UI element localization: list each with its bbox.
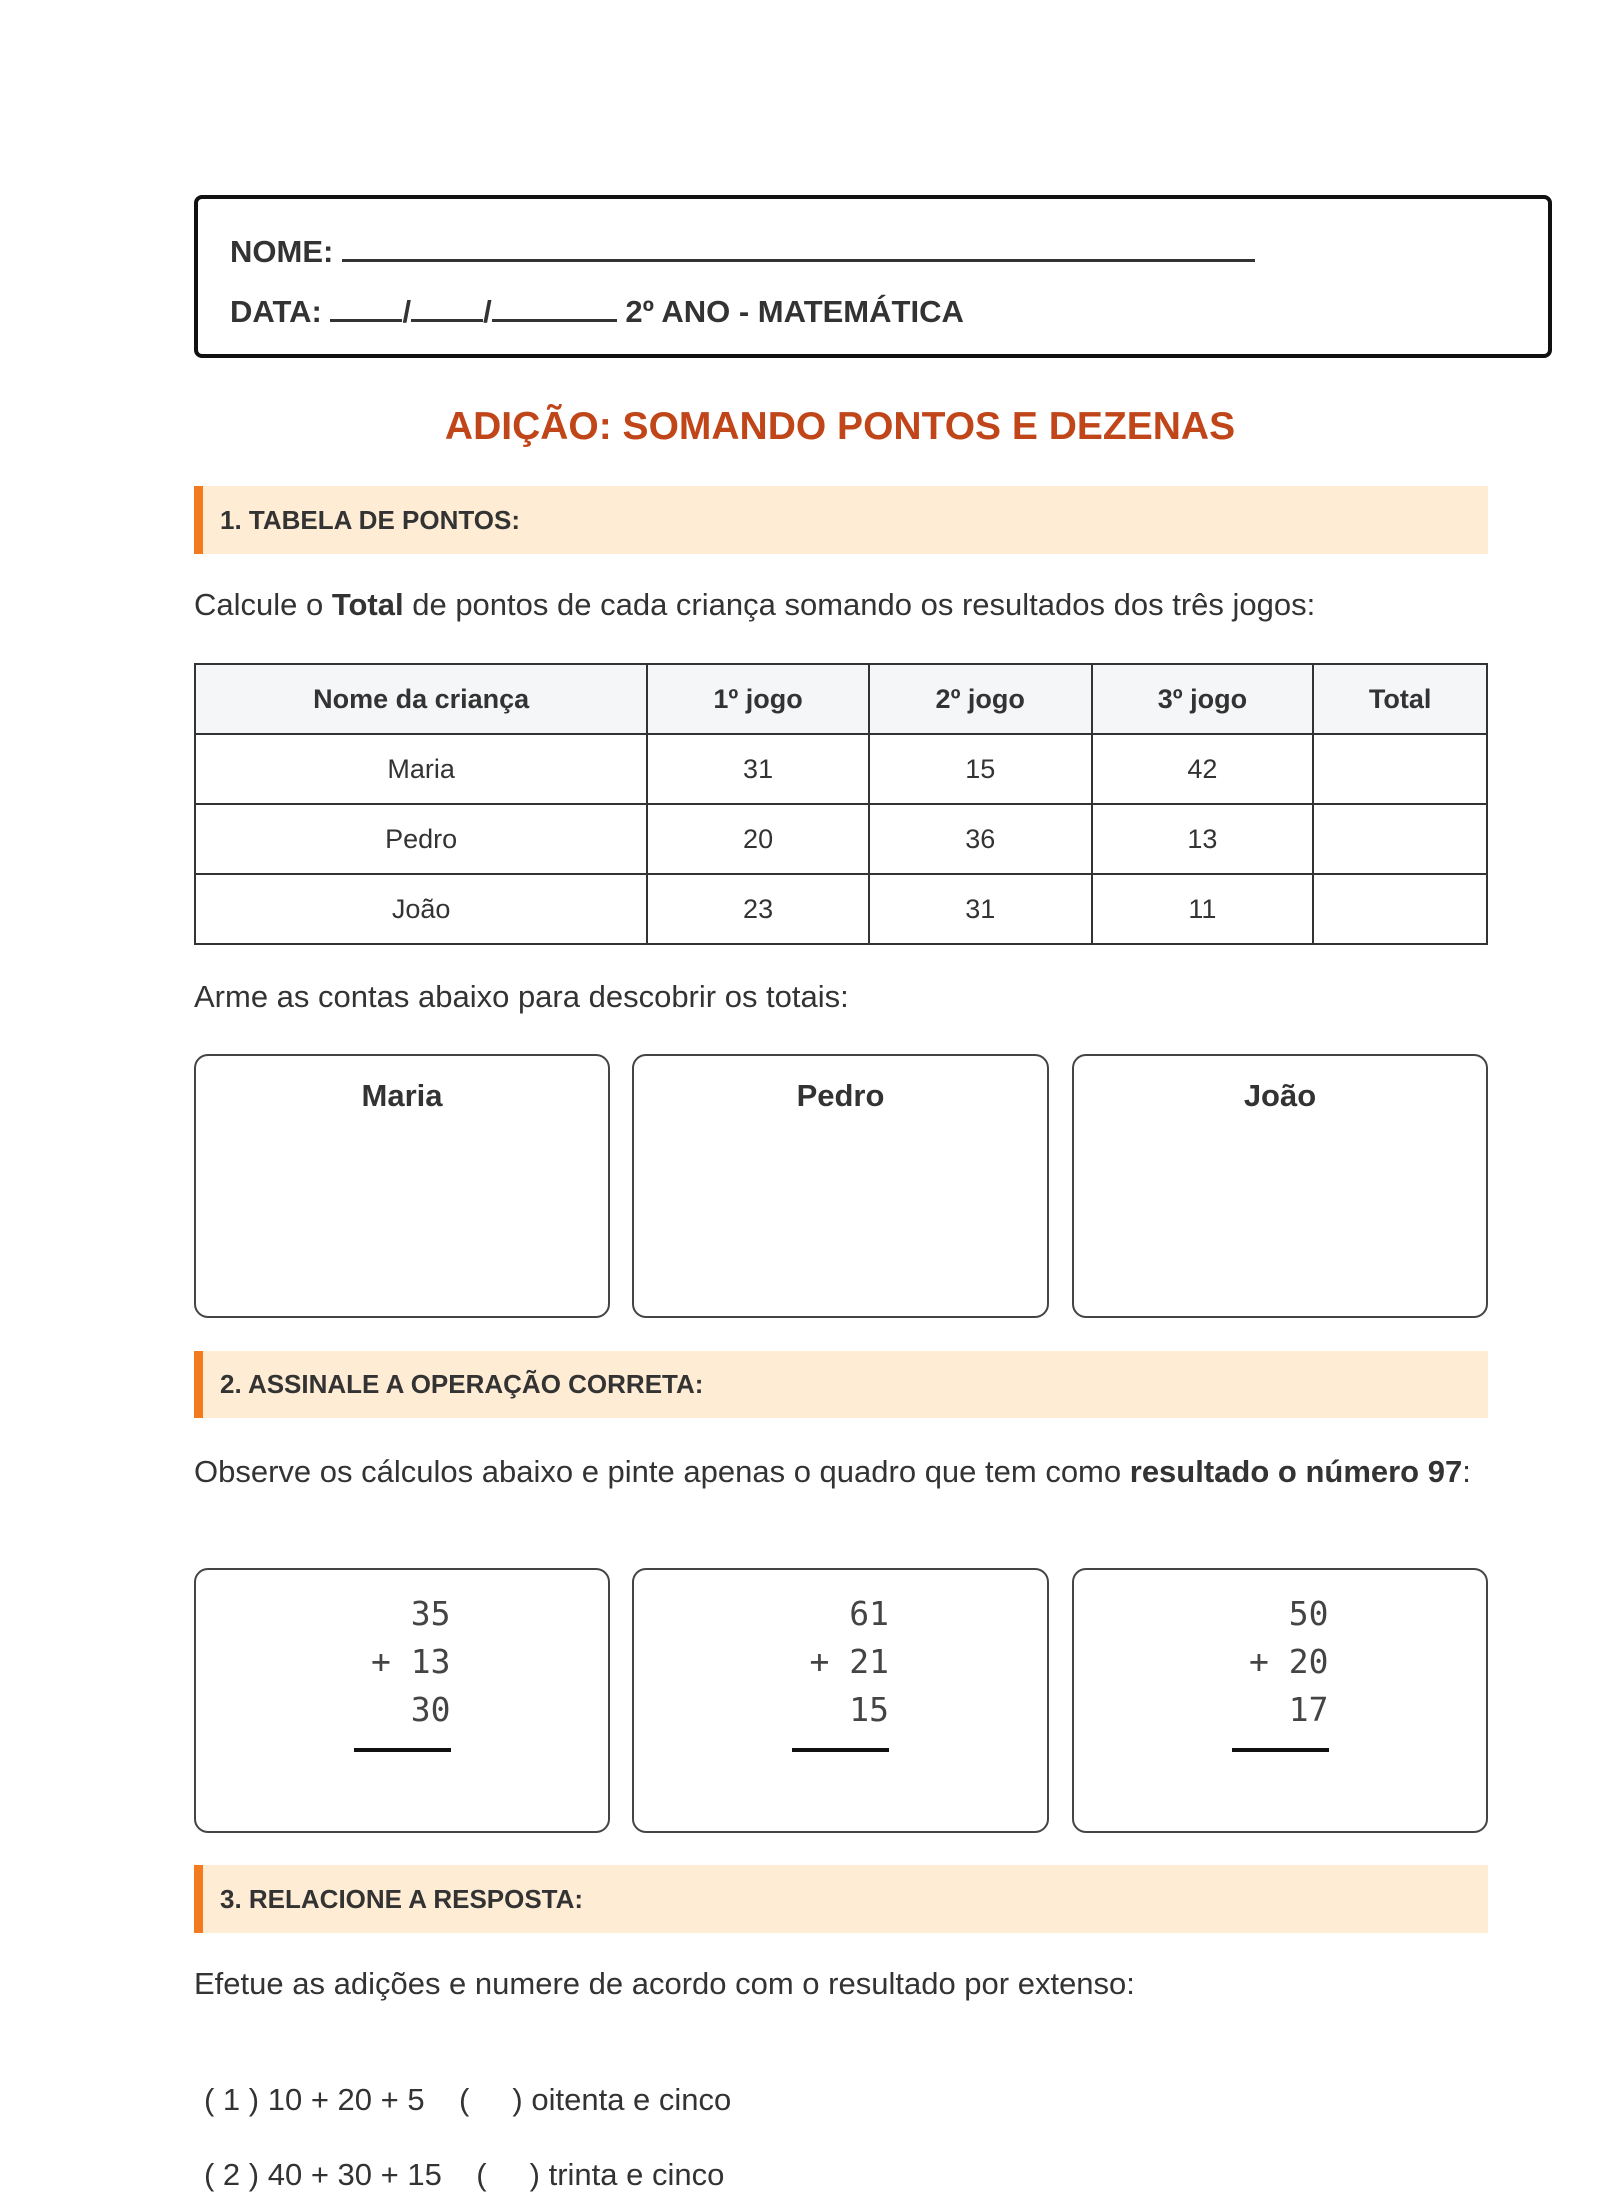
plus-sign: + bbox=[371, 1642, 391, 1681]
addend: 50 bbox=[1288, 1594, 1329, 1633]
table-cell: 42 bbox=[1090, 733, 1315, 805]
section-3-heading: 3. RELACIONE A RESPOSTA: bbox=[194, 1865, 1488, 1933]
work-box-joao[interactable]: João bbox=[1072, 1054, 1488, 1318]
intro-bold: resultado o número 97 bbox=[1129, 1454, 1463, 1489]
table-cell: 15 bbox=[867, 733, 1093, 805]
vertical-addition: 35 + 13 30 bbox=[196, 1590, 608, 1752]
column-header: 1º jogo bbox=[646, 663, 870, 735]
table-cell: João bbox=[193, 873, 649, 945]
work-box-pedro[interactable]: Pedro bbox=[632, 1054, 1049, 1318]
date-separator: / bbox=[402, 294, 412, 329]
intro-text: Calcule o bbox=[194, 587, 332, 622]
section-2-heading: 2. ASSINALE A OPERAÇÃO CORRETA: bbox=[194, 1351, 1488, 1418]
addend: 21 bbox=[849, 1642, 889, 1681]
addend: 20 bbox=[1288, 1642, 1329, 1681]
date-day-blank[interactable] bbox=[330, 293, 403, 322]
work-box-title: Maria bbox=[361, 1078, 443, 1113]
expression: ( 1 ) 10 + 20 + 5 bbox=[204, 2082, 425, 2117]
section-1-instruction: Arme as contas abaixo para descobrir os … bbox=[194, 979, 849, 1014]
table-cell: Maria bbox=[193, 733, 649, 805]
total-cell[interactable] bbox=[1312, 733, 1488, 805]
column-header: Total bbox=[1312, 663, 1488, 735]
table-row: Pedro 20 36 13 bbox=[193, 803, 1488, 875]
addend: 35 bbox=[410, 1594, 451, 1633]
section-1-heading: 1. TABELA DE PONTOS: bbox=[194, 486, 1488, 554]
addend: 30 bbox=[410, 1690, 451, 1729]
expression: ( 2 ) 40 + 30 + 15 bbox=[204, 2157, 442, 2192]
table-row: Maria 31 15 42 bbox=[193, 733, 1488, 805]
addend-row: + 20 bbox=[1232, 1638, 1329, 1686]
total-cell[interactable] bbox=[1312, 803, 1488, 875]
table-cell: 31 bbox=[646, 733, 870, 805]
total-cell[interactable] bbox=[1312, 873, 1488, 945]
intro-text: Observe os cálculos abaixo e pinte apena… bbox=[194, 1454, 1130, 1489]
work-box-title: Pedro bbox=[796, 1078, 885, 1113]
result-line bbox=[792, 1748, 889, 1752]
addend: 17 bbox=[1288, 1690, 1329, 1729]
points-table: Nome da criança 1º jogo 2º jogo 3º jogo … bbox=[193, 663, 1488, 945]
student-info-box: NOME: DATA: / / 2º ANO - MATEMÁTICA bbox=[194, 195, 1552, 358]
grade-subject: 2º ANO - MATEMÁTICA bbox=[625, 294, 964, 329]
date-separator: / bbox=[483, 294, 492, 329]
plus-sign: + bbox=[1249, 1642, 1269, 1681]
date-year-blank[interactable] bbox=[491, 293, 617, 322]
plus-sign: + bbox=[809, 1642, 830, 1681]
addend: 61 bbox=[849, 1594, 889, 1633]
answer-option[interactable]: ( ) trinta e cinco bbox=[476, 2157, 725, 2192]
match-item: ( 1 ) 10 + 20 + 5 ( ) oitenta e cinco bbox=[204, 2082, 731, 2118]
answer-option[interactable]: ( ) oitenta e cinco bbox=[459, 2082, 732, 2117]
date-month-blank[interactable] bbox=[411, 293, 484, 322]
vertical-addition: 61 + 21 15 bbox=[634, 1590, 1047, 1752]
work-box-title: João bbox=[1243, 1078, 1317, 1113]
section-2-intro: Observe os cálculos abaixo e pinte apena… bbox=[194, 1451, 1494, 1492]
column-header: Nome da criança bbox=[193, 663, 649, 735]
addend-row: + 21 bbox=[792, 1638, 890, 1686]
intro-bold: Total bbox=[331, 587, 404, 622]
table-cell: 20 bbox=[646, 803, 870, 875]
section-1-intro: Calcule o Total de pontos de cada crianç… bbox=[194, 587, 1315, 623]
addend: 13 bbox=[410, 1642, 451, 1681]
result-line bbox=[353, 1748, 451, 1752]
vertical-addition: 50 + 20 17 bbox=[1074, 1590, 1486, 1752]
table-cell: 36 bbox=[867, 803, 1093, 875]
column-header: 2º jogo bbox=[867, 663, 1093, 735]
intro-text: : bbox=[1462, 1454, 1471, 1489]
addend: 15 bbox=[849, 1690, 889, 1729]
name-line: NOME: bbox=[230, 233, 1255, 270]
name-label: NOME: bbox=[230, 234, 334, 269]
date-line: DATA: / / 2º ANO - MATEMÁTICA bbox=[230, 293, 964, 330]
table-row: João 23 31 11 bbox=[193, 873, 1488, 945]
intro-text: de pontos de cada criança somando os res… bbox=[403, 587, 1316, 622]
match-item: ( 2 ) 40 + 30 + 15 ( ) trinta e cinco bbox=[204, 2157, 724, 2193]
addend-row: + 13 bbox=[354, 1638, 451, 1686]
table-cell: 23 bbox=[646, 873, 870, 945]
date-label: DATA: bbox=[230, 294, 322, 329]
name-blank[interactable] bbox=[341, 233, 1255, 262]
table-cell: Pedro bbox=[193, 803, 649, 875]
table-header-row: Nome da criança 1º jogo 2º jogo 3º jogo … bbox=[193, 663, 1488, 735]
column-header: 3º jogo bbox=[1090, 663, 1315, 735]
section-3-intro: Efetue as adições e numere de acordo com… bbox=[194, 1966, 1135, 2001]
result-line bbox=[1231, 1748, 1329, 1752]
work-box-maria[interactable]: Maria bbox=[194, 1054, 610, 1318]
table-cell: 13 bbox=[1090, 803, 1315, 875]
table-cell: 11 bbox=[1090, 873, 1315, 945]
operation-card[interactable]: 50 + 20 17 bbox=[1072, 1568, 1488, 1833]
table-cell: 31 bbox=[867, 873, 1093, 945]
page-title: ADIÇÃO: SOMANDO PONTOS E DEZENAS bbox=[444, 405, 1236, 448]
operation-card[interactable]: 35 + 13 30 bbox=[194, 1568, 610, 1833]
operation-card[interactable]: 61 + 21 15 bbox=[632, 1568, 1049, 1833]
